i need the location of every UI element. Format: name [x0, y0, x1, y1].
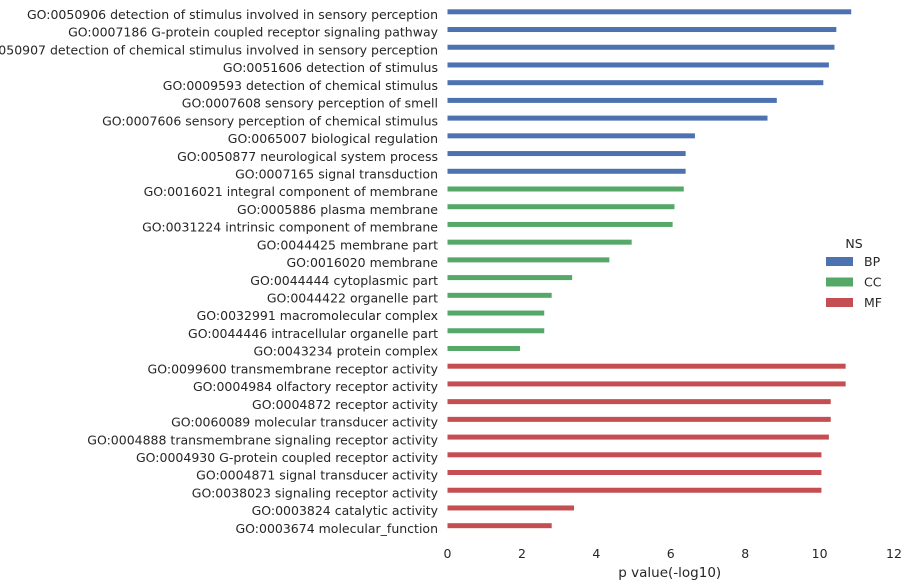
legend-label: BP: [864, 254, 881, 269]
bar: [447, 221, 673, 227]
bar: [447, 239, 632, 245]
category-label: GO:0038023 signaling receptor activity: [192, 485, 439, 500]
x-tick-label: 10: [812, 546, 828, 561]
bar: [447, 381, 846, 387]
bar: [447, 310, 545, 316]
category-label: GO:0031224 intrinsic component of membra…: [142, 220, 438, 235]
category-label: GO:0004871 signal transducer activity: [196, 468, 438, 483]
legend-items: BP CC MF: [826, 254, 882, 310]
category-label: GO:0007606 sensory perception of chemica…: [102, 113, 438, 128]
bar: [447, 151, 686, 157]
bar: [447, 416, 831, 422]
bar: [447, 292, 552, 298]
category-label: GO:0007608 sensory perception of smell: [182, 96, 438, 111]
x-tick-label: 6: [667, 546, 675, 561]
bar: [447, 505, 575, 511]
legend-swatch: [826, 298, 853, 307]
bar: [447, 9, 852, 15]
category-label: GO:0051606 detection of stimulus: [223, 60, 438, 75]
category-label: GO:0007186 G-protein coupled receptor si…: [68, 25, 439, 40]
bar: [447, 62, 829, 68]
category-label: GO:0032991 macromolecular complex: [197, 308, 438, 323]
bar: [447, 97, 777, 103]
bar: [447, 44, 835, 50]
bar: [447, 186, 684, 192]
x-axis-label: p value(-log10): [618, 565, 721, 581]
category-label: GO:0050906 detection of stimulus involve…: [27, 7, 438, 22]
bar: [447, 363, 846, 369]
bar: [447, 345, 521, 351]
legend: NS BP CC MF: [826, 236, 882, 310]
category-label: GO:0004888 transmembrane signaling recep…: [87, 432, 438, 447]
category-labels: GO:0050906 detection of stimulus involve…: [0, 7, 439, 536]
bar: [447, 115, 768, 121]
bar: [447, 168, 686, 174]
category-label: GO:0004930 G-protein coupled receptor ac…: [136, 450, 439, 465]
x-tick-label: 12: [886, 546, 902, 561]
bar: [447, 275, 573, 281]
legend-title: NS: [845, 236, 862, 251]
category-label: GO:0050907 detection of chemical stimulu…: [0, 42, 438, 57]
category-label: GO:0004872 receptor activity: [252, 397, 439, 412]
category-label: GO:0003674 molecular_function: [235, 521, 438, 536]
category-label: GO:0099600 transmembrane receptor activi…: [148, 361, 439, 376]
category-label: GO:0044422 organelle part: [267, 291, 438, 306]
category-label: GO:0060089 molecular transducer activity: [171, 415, 439, 430]
bar: [447, 487, 822, 493]
category-label: GO:0044425 membrane part: [257, 237, 438, 252]
bar: [447, 204, 675, 210]
category-label: GO:0003824 catalytic activity: [252, 503, 439, 518]
category-label: GO:0016021 integral component of membran…: [144, 184, 439, 199]
bar: [447, 523, 552, 529]
category-label: GO:0004984 olfactory receptor activity: [193, 379, 439, 394]
category-label: GO:0005886 plasma membrane: [237, 202, 438, 217]
x-tick-label: 0: [444, 546, 452, 561]
category-label: GO:0009593 detection of chemical stimulu…: [163, 78, 438, 93]
bar: [447, 27, 837, 33]
bar: [447, 452, 822, 458]
legend-label: CC: [864, 275, 882, 290]
x-tick-label: 8: [741, 546, 749, 561]
bar: [447, 434, 829, 440]
category-label: GO:0007165 signal transduction: [235, 166, 438, 181]
x-tick-label: 4: [592, 546, 600, 561]
bar: [447, 328, 545, 334]
x-axis-ticks: 0 2 4 6 8 10 12: [444, 546, 902, 561]
bar: [447, 399, 831, 405]
bars-layer: [447, 9, 852, 529]
legend-swatch: [826, 257, 853, 266]
category-label: GO:0044446 intracellular organelle part: [188, 326, 438, 341]
bar: [447, 133, 695, 139]
legend-label: MF: [864, 295, 882, 310]
bar: [447, 257, 610, 263]
category-label: GO:0050877 neurological system process: [177, 149, 438, 164]
category-label: GO:0043234 protein complex: [253, 344, 438, 359]
category-label: GO:0016020 membrane: [286, 255, 438, 270]
category-label: GO:0044444 cytoplasmic part: [250, 273, 438, 288]
category-label: GO:0065007 biological regulation: [228, 131, 438, 146]
bar: [447, 470, 822, 476]
legend-swatch: [826, 277, 853, 287]
bar: [447, 80, 824, 86]
x-tick-label: 2: [518, 546, 526, 561]
